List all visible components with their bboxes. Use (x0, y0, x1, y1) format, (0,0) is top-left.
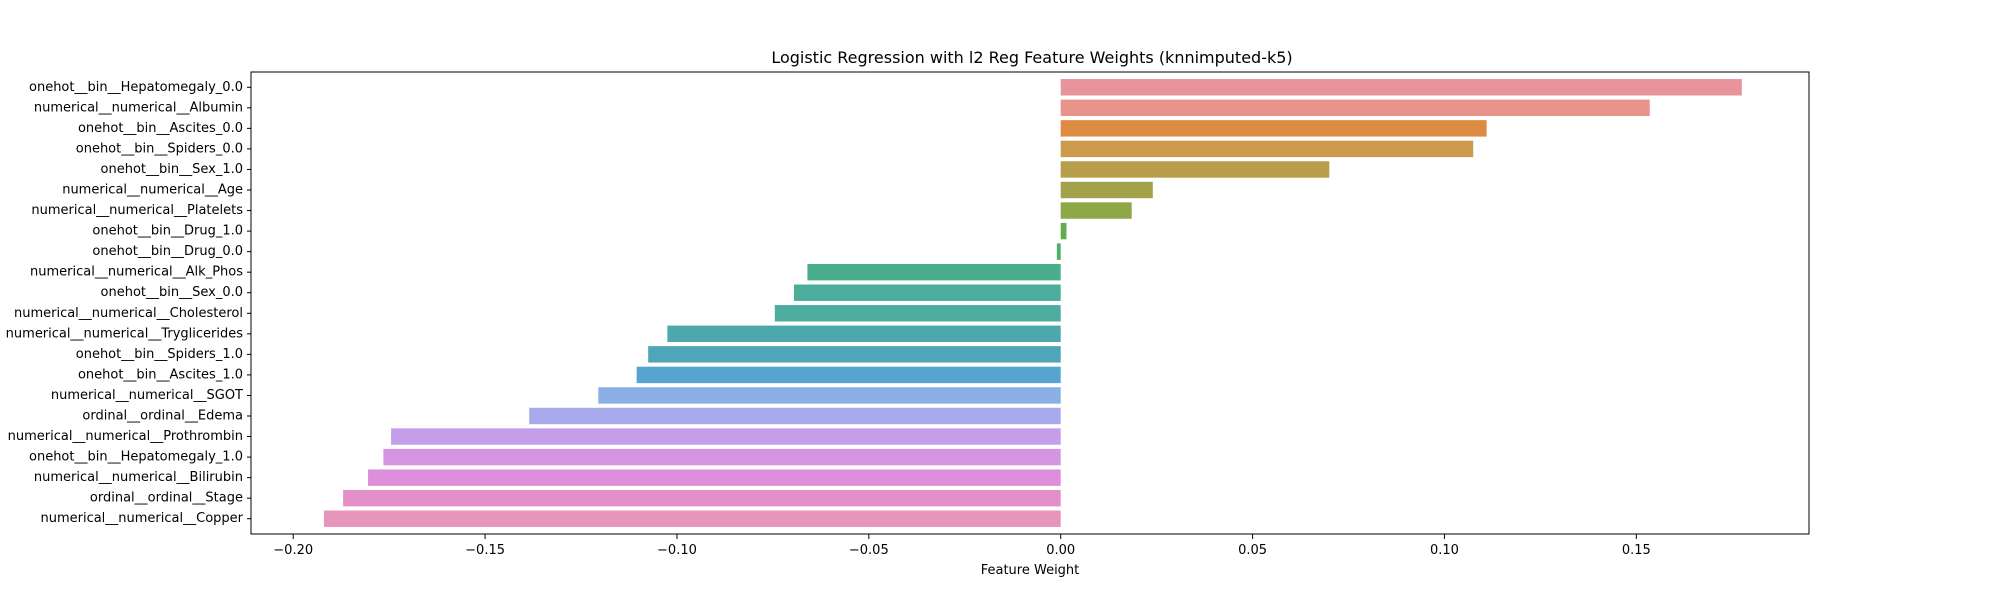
y-tick-label: numerical__numerical__Bilirubin (34, 470, 243, 485)
bar (1060, 222, 1067, 240)
y-tick-label: numerical__numerical__SGOT (51, 388, 243, 403)
y-tick-labels: onehot__bin__Hepatomegaly_0.0 numerical__… (6, 80, 251, 526)
bar (1060, 79, 1742, 96)
y-tick-label: onehot__bin__Ascites_0.0 (78, 121, 243, 136)
bar (793, 284, 1061, 301)
x-tick-label: 0.05 (1238, 543, 1267, 558)
bar (529, 407, 1061, 425)
bar (1060, 120, 1487, 137)
bar (774, 305, 1061, 322)
y-tick-label: numerical__numerical__Age (62, 183, 243, 198)
plot-frame (250, 71, 1810, 535)
x-tick-label: 0.10 (1430, 543, 1459, 558)
bar (323, 510, 1061, 527)
y-tick-label: numerical__numerical__Platelets (31, 203, 243, 218)
y-tick-label: onehot__bin__Sex_1.0 (101, 162, 243, 177)
bar (383, 448, 1061, 466)
bar (1060, 140, 1474, 158)
y-tick-label: numerical__numerical__Alk_Phos (30, 265, 243, 280)
bars-group (323, 79, 1742, 527)
x-tick-label: −0.10 (657, 543, 697, 558)
y-tick-label: numerical__numerical__Albumin (34, 100, 243, 115)
bar (598, 387, 1061, 404)
y-tick-label: onehot__bin__Hepatomegaly_1.0 (29, 450, 243, 465)
y-tick-label: ordinal__ordinal__Stage (90, 491, 243, 506)
x-tick-label: −0.20 (273, 543, 313, 558)
y-tick-label: onehot__bin__Sex_0.0 (101, 285, 243, 300)
bar (1060, 99, 1650, 117)
y-tick-label: onehot__bin__Drug_1.0 (92, 224, 243, 239)
y-tick-label: onehot__bin__Drug_0.0 (92, 244, 243, 259)
y-tick-label: numerical__numerical__Cholesterol (14, 306, 243, 321)
x-tick-label: 0.15 (1622, 543, 1651, 558)
x-axis-label: Feature Weight (981, 563, 1080, 578)
y-tick-label: onehot__bin__Ascites_1.0 (78, 367, 243, 382)
bar (343, 489, 1061, 507)
bar (807, 263, 1061, 281)
x-tick-label: −0.15 (465, 543, 505, 558)
y-tick-label: numerical__numerical__Prothrombin (8, 429, 243, 444)
bar (1060, 202, 1132, 219)
bar (368, 469, 1061, 486)
x-ticks: −0.20 −0.15 −0.10 −0.05 0.00 0.05 0.10 0.15 (273, 534, 1651, 558)
bar (648, 346, 1061, 363)
y-tick-label: numerical__numerical__Copper (40, 511, 243, 526)
bar (667, 325, 1061, 343)
bar (1056, 243, 1061, 260)
bar (1060, 161, 1330, 178)
y-tick-label: onehot__bin__Spiders_0.0 (76, 141, 243, 156)
y-tick-label: onehot__bin__Spiders_1.0 (76, 347, 243, 362)
y-tick-label: ordinal__ordinal__Edema (82, 409, 243, 424)
x-tick-label: 0.00 (1046, 543, 1075, 558)
x-tick-label: −0.05 (849, 543, 889, 558)
bar (1060, 181, 1153, 199)
chart-title: Logistic Regression with l2 Reg Feature … (771, 48, 1292, 67)
bar (391, 428, 1061, 445)
y-tick-label: onehot__bin__Hepatomegaly_0.0 (29, 80, 243, 95)
bar (636, 366, 1061, 384)
y-tick-label: numerical__numerical__Tryglicerides (6, 326, 244, 341)
